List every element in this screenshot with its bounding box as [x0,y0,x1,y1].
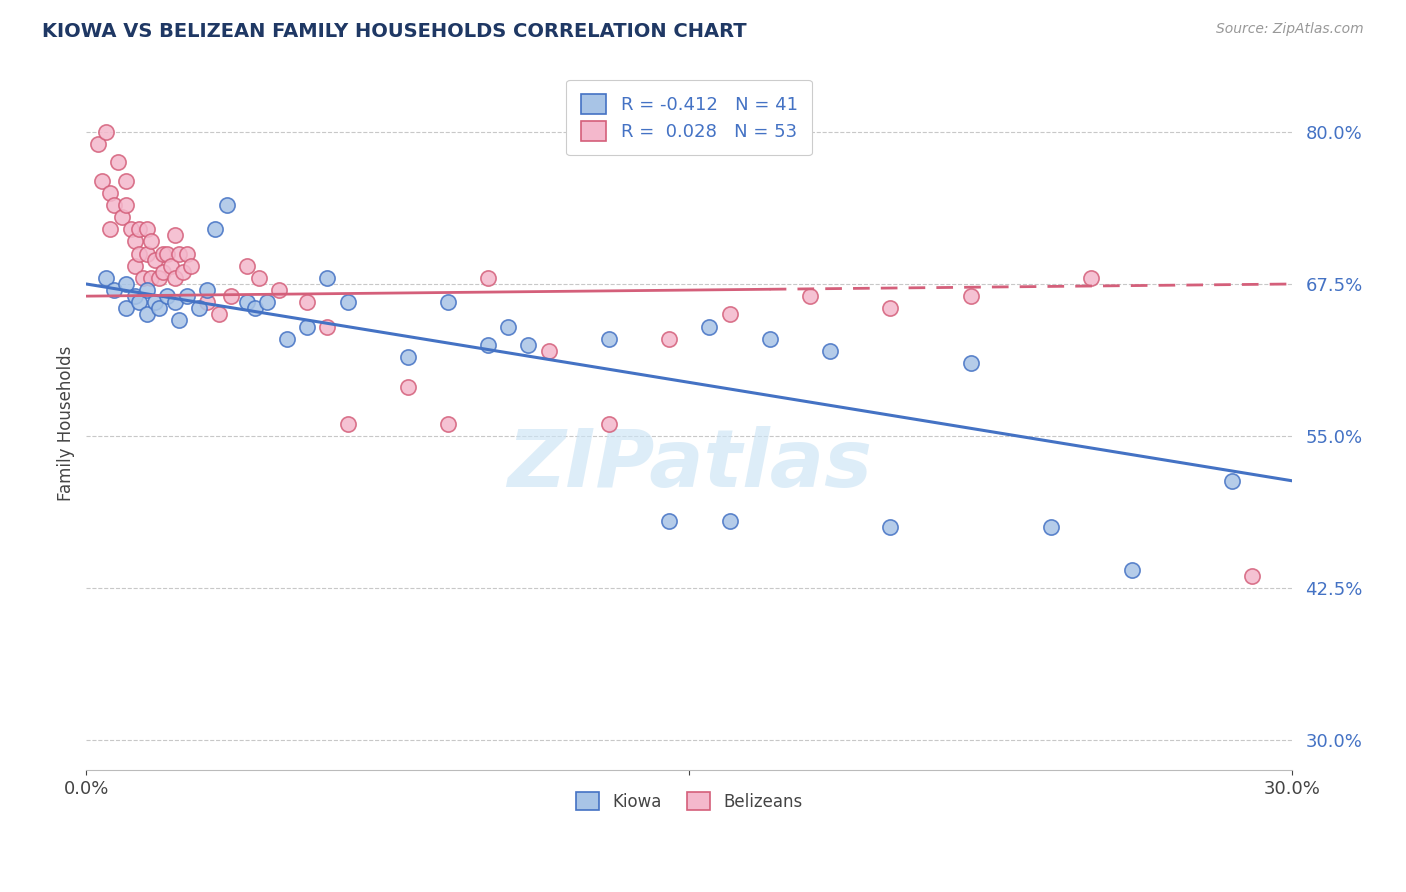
Point [115,174,138,188]
Text: Source: ZipAtlas.com: Source: ZipAtlas.com [1216,22,1364,37]
Point [128,222,150,236]
Point [100,222,122,236]
Point [124,235,146,249]
Point [1121,562,1143,576]
Point [124,259,146,273]
Point [396,350,419,364]
Point [156,246,179,260]
Point [799,289,821,303]
Point [498,319,520,334]
Point [135,222,157,236]
Point [195,283,218,297]
Point [195,295,218,310]
Point [139,271,162,285]
Point [517,337,540,351]
Point [91,174,114,188]
Point [658,514,681,528]
Point [204,222,226,236]
Text: ZIPatlas: ZIPatlas [506,426,872,504]
Point [115,277,138,291]
Point [437,295,460,310]
Point [316,271,339,285]
Y-axis label: Family Households: Family Households [58,346,75,501]
Point [176,246,198,260]
Point [1040,520,1063,534]
Point [107,155,129,169]
Point [172,265,194,279]
Point [103,198,125,212]
Point [219,289,242,303]
Point [477,271,499,285]
Point [236,295,259,310]
Point [187,301,209,316]
Point [87,137,110,152]
Point [336,417,359,431]
Point [276,332,298,346]
Point [167,246,190,260]
Point [152,265,174,279]
Point [131,271,153,285]
Point [143,295,166,310]
Point [152,246,174,260]
Point [297,319,319,334]
Point [103,283,125,297]
Point [167,313,190,327]
Point [598,417,620,431]
Point [124,289,146,303]
Point [336,295,359,310]
Point [163,228,186,243]
Point [959,356,981,370]
Point [718,514,741,528]
Point [208,307,231,321]
Point [537,343,560,358]
Point [135,246,157,260]
Point [1220,474,1243,488]
Point [297,295,319,310]
Point [135,307,157,321]
Point [396,380,419,394]
Point [148,301,170,316]
Point [96,125,118,139]
Point [718,307,741,321]
Point [243,301,266,316]
Point [156,289,179,303]
Point [139,235,162,249]
Point [128,246,150,260]
Point [879,520,901,534]
Point [215,198,238,212]
Point [658,332,681,346]
Point [437,417,460,431]
Point [115,198,138,212]
Point [477,337,499,351]
Point [163,295,186,310]
Point [256,295,278,310]
Point [176,289,198,303]
Point [163,271,186,285]
Point [111,210,134,224]
Point [758,332,780,346]
Point [120,222,142,236]
Point [247,271,270,285]
Point [818,343,841,358]
Point [699,319,721,334]
Point [236,259,259,273]
Point [115,301,138,316]
Point [143,252,166,267]
Point [100,186,122,200]
Point [1241,568,1264,582]
Point [128,295,150,310]
Point [316,319,339,334]
Point [135,283,157,297]
Point [96,271,118,285]
Point [598,332,620,346]
Legend: Kiowa, Belizeans: Kiowa, Belizeans [562,779,815,824]
Point [879,301,901,316]
Point [269,283,291,297]
Point [148,271,170,285]
Point [1080,271,1102,285]
Point [959,289,981,303]
Point [180,259,202,273]
Point [159,259,181,273]
Text: KIOWA VS BELIZEAN FAMILY HOUSEHOLDS CORRELATION CHART: KIOWA VS BELIZEAN FAMILY HOUSEHOLDS CORR… [42,22,747,41]
